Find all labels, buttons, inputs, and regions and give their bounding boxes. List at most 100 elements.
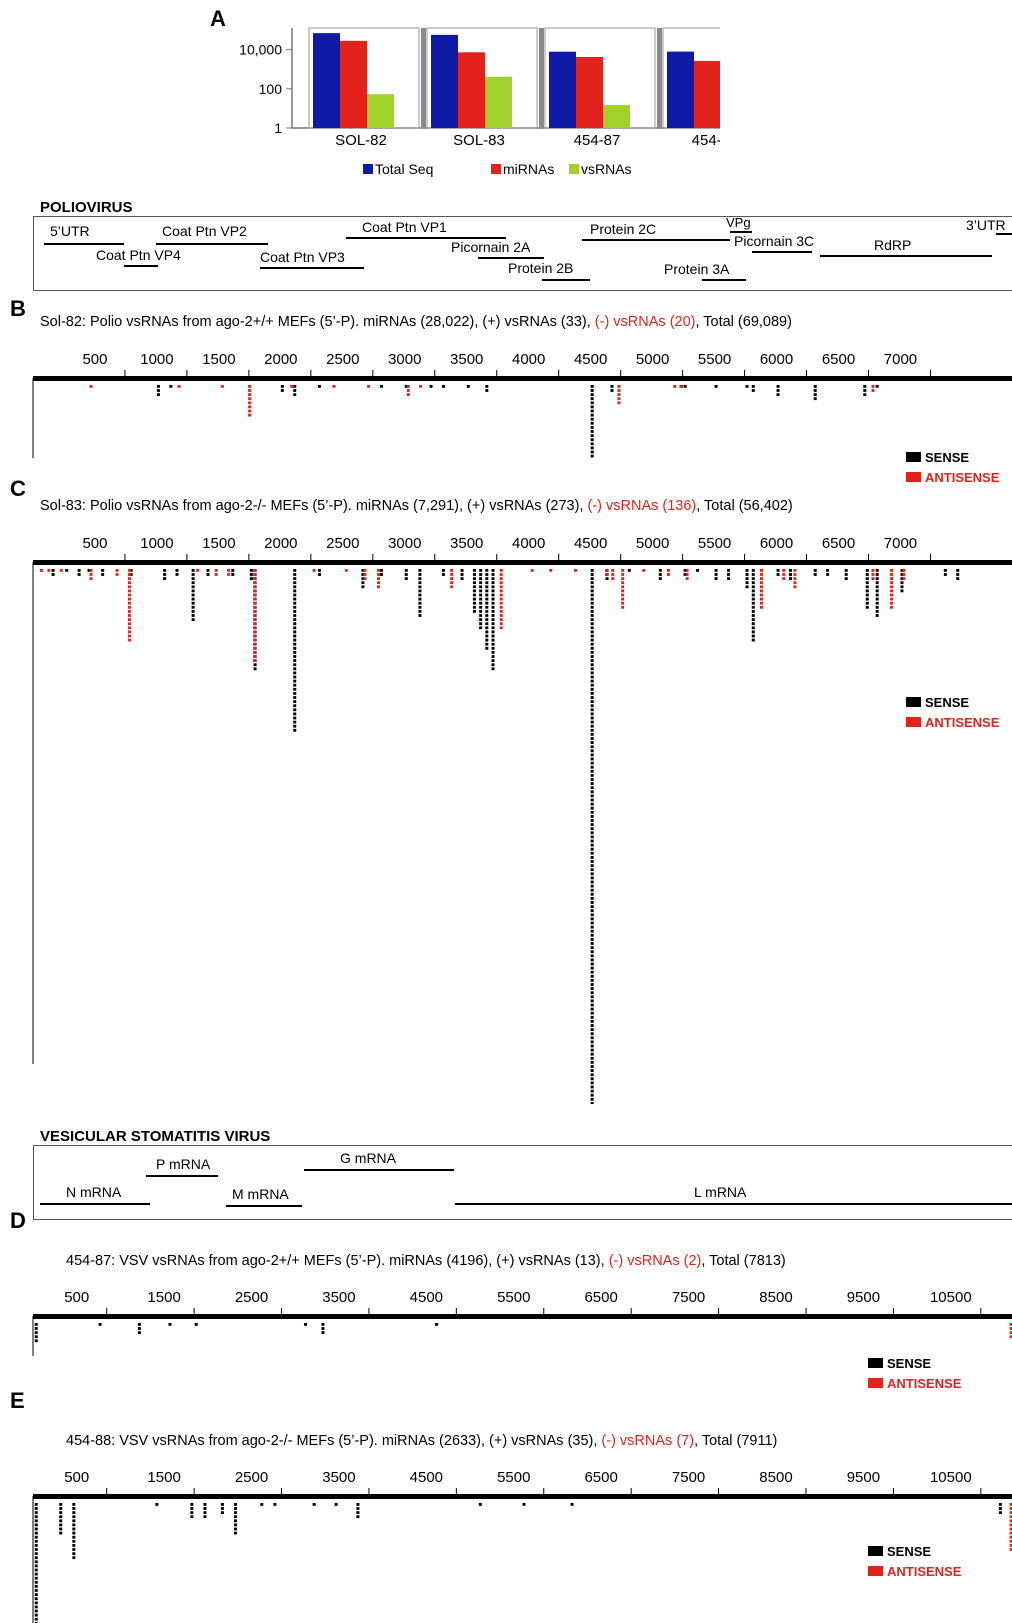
- sense-stack-read: [745, 581, 749, 585]
- sense-stack-read: [418, 573, 422, 576]
- legend-e-antisense-label: ANTISENSE: [887, 1564, 962, 1579]
- sense-stack-read: [485, 569, 489, 572]
- sense-stack-read: [361, 577, 365, 580]
- legend-c-antisense-label: ANTISENSE: [925, 715, 1000, 730]
- sense-stack: [865, 569, 869, 609]
- legend-d-sense-swatch: [868, 1358, 883, 1368]
- sense-stack-read: [875, 614, 879, 617]
- sense-stack-read: [191, 614, 195, 617]
- antisense-stack-read: [127, 614, 131, 617]
- sense-stack-read: [479, 601, 483, 605]
- sense-stack-read: [293, 618, 297, 621]
- sense-stack-read: [590, 839, 594, 843]
- sense-stack: [813, 569, 817, 576]
- antisense-stack-read: [214, 569, 218, 572]
- sense-stack-read: [293, 593, 297, 597]
- sense-stack: [943, 569, 947, 576]
- sense-stack: [751, 569, 755, 642]
- x-tick-label: 9500: [847, 1469, 880, 1486]
- sense-stack-read: [429, 385, 433, 388]
- sense-stack-read: [479, 581, 483, 585]
- sense-stack-read: [491, 597, 495, 601]
- sense-stack-read: [590, 610, 594, 613]
- sense-stack-read: [293, 728, 297, 732]
- sense-stack-read: [361, 573, 365, 576]
- sense-stack: [522, 1503, 526, 1506]
- sense-stack: [321, 1323, 325, 1334]
- x-tick-label: 5500: [497, 1469, 530, 1486]
- sense-stack-read: [590, 605, 594, 609]
- x-tick-label: 5500: [497, 1289, 530, 1306]
- sense-stack-read: [34, 1589, 38, 1592]
- sense-stack-read: [943, 573, 947, 576]
- x-tick-label: 454-87: [574, 132, 621, 149]
- antisense-stack-read: [344, 569, 348, 572]
- sense-stack: [466, 385, 470, 388]
- sense-stack-read: [293, 720, 297, 724]
- legend-e-antisense: ANTISENSE: [868, 1564, 961, 1579]
- gene-label-3a: Protein 3A: [664, 261, 730, 277]
- antisense-stack: [377, 569, 381, 589]
- sense-stack-read: [485, 581, 489, 585]
- panel-letter-c: C: [10, 476, 26, 501]
- sense-stack-read: [875, 601, 879, 605]
- sense-stack-read: [441, 569, 445, 572]
- bar-mirnas: [694, 60, 720, 128]
- antisense-stack-read: [530, 569, 534, 572]
- sense-stack: [875, 569, 879, 617]
- sense-stack-read: [875, 569, 879, 572]
- sense-stack-read: [863, 393, 867, 396]
- antisense-stack-read: [617, 401, 621, 405]
- antisense-stack-read: [253, 605, 257, 609]
- x-tick-label: 1000: [140, 535, 173, 552]
- sense-stack-read: [435, 1323, 439, 1326]
- antisense-stack-read: [248, 409, 252, 413]
- sense-stack-read: [900, 581, 904, 585]
- sense-stack-read: [590, 663, 594, 667]
- antisense-stack-read: [667, 569, 671, 572]
- sense-stack-read: [293, 589, 297, 593]
- sense-stack-read: [418, 605, 422, 609]
- gene-line-3a: [702, 279, 746, 281]
- sense-stack-read: [101, 569, 105, 572]
- legend-c-sense-swatch: [906, 697, 921, 707]
- sense-stack-read: [356, 1515, 360, 1519]
- bar-vsrnas: [485, 76, 512, 128]
- sense-stack-read: [72, 1507, 76, 1510]
- sense-stack-read: [293, 663, 297, 667]
- sense-stack-read: [293, 634, 297, 638]
- track-b: 500 1000 1500 2000 2500 3000 3500 4000 4500 5000 5…: [32, 351, 1012, 458]
- sense-stack: [404, 385, 408, 388]
- sense-stack-read: [751, 614, 755, 617]
- sense-stack: [249, 569, 253, 580]
- sense-stack-read: [590, 753, 594, 757]
- sense-stack-read: [34, 1544, 38, 1547]
- sense-stack-read: [234, 1515, 238, 1519]
- sense-stack-read: [751, 573, 755, 576]
- sense-stack-read: [788, 569, 792, 572]
- antisense-stack-read: [782, 577, 786, 580]
- sense-stack-read: [751, 385, 755, 388]
- sense-stack-read: [590, 454, 594, 458]
- sense-stack-read: [590, 905, 594, 908]
- sense-stack-read: [34, 1515, 38, 1519]
- sense-stack-read: [590, 798, 594, 802]
- sense-stack: [220, 1503, 224, 1514]
- antisense-stack-read: [377, 573, 381, 576]
- genome-axis: [33, 1314, 1012, 1319]
- sense-stack-read: [491, 630, 495, 634]
- sense-stack-read: [590, 704, 594, 708]
- antisense-stack-read: [621, 569, 625, 572]
- sense-stack-read: [485, 597, 489, 601]
- sense-stack: [334, 1503, 338, 1506]
- sense-stack-read: [658, 577, 662, 580]
- antisense-stack-read: [290, 385, 294, 388]
- panel-c-title-text: Sol-83: Polio vsRNAs from ago-2-/- MEFs …: [40, 498, 588, 514]
- sense-stack-read: [72, 1531, 76, 1535]
- antisense-stack: [499, 569, 503, 630]
- gene-line-g: [304, 1169, 454, 1171]
- sense-stack-read: [34, 1507, 38, 1510]
- antisense-stack-read: [39, 569, 43, 572]
- gene-label-vp3: Coat Ptn VP3: [260, 249, 345, 265]
- antisense-stack: [47, 569, 51, 572]
